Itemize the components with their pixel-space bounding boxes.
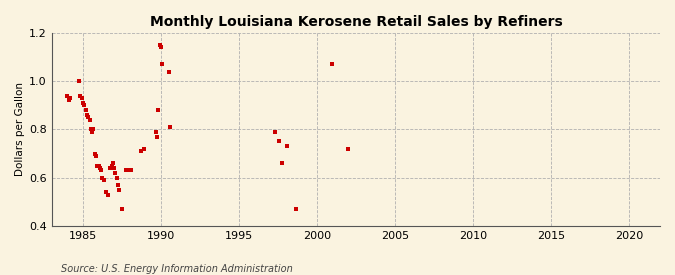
Point	[76, 96, 87, 100]
Point	[276, 161, 287, 165]
Point	[96, 168, 107, 173]
Point	[93, 163, 104, 168]
Point	[163, 69, 174, 74]
Point	[114, 188, 125, 192]
Point	[327, 62, 338, 67]
Point	[155, 45, 166, 50]
Point	[88, 127, 99, 132]
Point	[79, 103, 90, 108]
Point	[152, 134, 163, 139]
Point	[106, 163, 117, 168]
Text: Source: U.S. Energy Information Administration: Source: U.S. Energy Information Administ…	[61, 264, 292, 274]
Point	[111, 175, 122, 180]
Point	[151, 130, 161, 134]
Point	[270, 130, 281, 134]
Point	[90, 154, 101, 158]
Point	[89, 151, 100, 156]
Point	[110, 170, 121, 175]
Point	[153, 108, 164, 112]
Point	[78, 101, 88, 105]
Point	[274, 139, 285, 144]
Point	[101, 190, 112, 194]
Point	[281, 144, 292, 148]
Point	[63, 98, 74, 103]
Point	[126, 168, 136, 173]
Point	[109, 166, 119, 170]
Point	[155, 43, 165, 47]
Point	[105, 166, 115, 170]
Point	[65, 96, 76, 100]
Point	[138, 147, 149, 151]
Point	[95, 166, 105, 170]
Point	[165, 125, 176, 129]
Point	[136, 149, 147, 153]
Point	[86, 130, 97, 134]
Point	[291, 207, 302, 211]
Y-axis label: Dollars per Gallon: Dollars per Gallon	[15, 82, 25, 177]
Point	[80, 108, 91, 112]
Point	[75, 94, 86, 98]
Point	[97, 175, 108, 180]
Point	[92, 163, 103, 168]
Point	[82, 113, 92, 117]
Point	[107, 161, 118, 165]
Point	[83, 115, 94, 120]
Point	[343, 147, 354, 151]
Title: Monthly Louisiana Kerosene Retail Sales by Refiners: Monthly Louisiana Kerosene Retail Sales …	[150, 15, 562, 29]
Point	[84, 118, 95, 122]
Point	[62, 94, 73, 98]
Point	[117, 207, 128, 211]
Point	[74, 79, 84, 83]
Point	[99, 178, 109, 182]
Point	[113, 183, 124, 187]
Point	[102, 192, 113, 197]
Point	[157, 62, 167, 67]
Point	[123, 168, 134, 173]
Point	[85, 127, 96, 132]
Point	[120, 168, 131, 173]
